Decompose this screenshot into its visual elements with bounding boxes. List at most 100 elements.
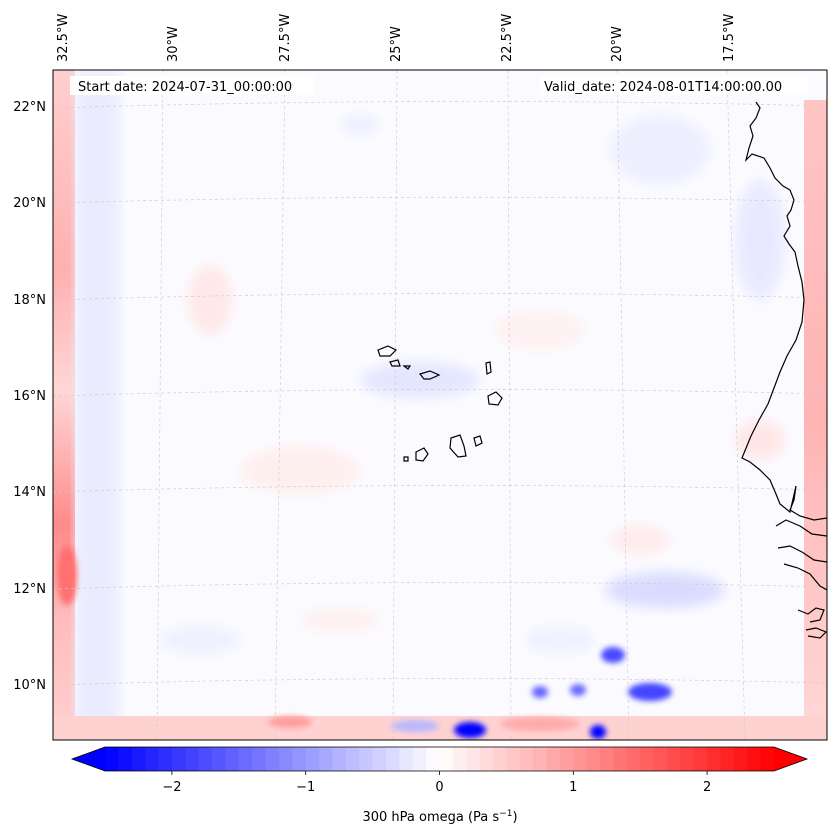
colorbar-cell bbox=[533, 747, 548, 771]
lon-label: 17.5°W bbox=[722, 14, 737, 62]
colorbar-cell bbox=[278, 747, 293, 771]
colorbar-cell bbox=[345, 747, 360, 771]
parallel-line bbox=[53, 582, 827, 590]
colorbar-label-main: 300 hPa omega (Pa s bbox=[362, 810, 499, 825]
colorbar-extend-min bbox=[72, 747, 106, 771]
colorbar-label-exponent: −1 bbox=[499, 809, 512, 819]
omega-strong-pos bbox=[57, 545, 77, 605]
graticule bbox=[53, 70, 827, 740]
colorbar-cell bbox=[265, 747, 280, 771]
lon-label: 22.5°W bbox=[500, 14, 515, 62]
colorbar-cell bbox=[693, 747, 708, 771]
omega-strong-neg bbox=[628, 683, 672, 701]
omega-neg-patch bbox=[360, 362, 480, 398]
parallel-line bbox=[53, 101, 827, 109]
colorbar-cell bbox=[747, 747, 762, 771]
parallel-line bbox=[53, 196, 827, 204]
colorbar-cell bbox=[145, 747, 160, 771]
omega-pos-patch bbox=[735, 420, 785, 460]
colorbar-cells bbox=[72, 747, 807, 771]
colorbar-cell bbox=[412, 747, 427, 771]
valid-date-box: Valid_date: 2024-08-01T14:00:00.00 bbox=[540, 76, 808, 95]
lon-label: 30°W bbox=[166, 26, 181, 62]
colorbar-cell bbox=[640, 747, 655, 771]
colorbar-ticks: −2 −1 0 1 2 bbox=[162, 771, 711, 795]
colorbar-cell bbox=[158, 747, 173, 771]
omega-left-blue-band bbox=[75, 70, 120, 740]
meridian-line bbox=[726, 70, 746, 740]
start-date-text: Start date: 2024-07-31_00:00:00 bbox=[78, 80, 292, 95]
lat-label: 16°N bbox=[13, 389, 46, 404]
lon-label: 32.5°W bbox=[56, 14, 71, 62]
colorbar-outline bbox=[70, 746, 809, 772]
colorbar-cell bbox=[506, 747, 521, 771]
longitude-labels: 32.5°W 30°W 27.5°W 25°W 22.5°W 20°W 17.5… bbox=[56, 14, 737, 62]
island-sal bbox=[485, 361, 492, 375]
colorbar-cell bbox=[600, 747, 615, 771]
omega-field bbox=[53, 70, 827, 740]
omega-pos-patch bbox=[188, 265, 232, 335]
colorbar-cell bbox=[385, 747, 400, 771]
omega-right-boundary-strip bbox=[804, 100, 827, 740]
island-boa-vista bbox=[487, 391, 503, 406]
lon-label: 27.5°W bbox=[278, 14, 293, 62]
colorbar-cell bbox=[105, 747, 119, 771]
lat-label: 10°N bbox=[13, 678, 46, 693]
colorbar-cell bbox=[198, 747, 213, 771]
colorbar-cell bbox=[292, 747, 307, 771]
colorbar-tick-label: 0 bbox=[435, 780, 443, 795]
colorbar-cell bbox=[225, 747, 240, 771]
latitude-labels: 22°N 20°N 18°N 16°N 14°N 12°N 10°N bbox=[13, 100, 46, 693]
colorbar-tick-label: 2 bbox=[703, 780, 711, 795]
lat-label: 20°N bbox=[13, 196, 46, 211]
omega-strong-pos bbox=[500, 717, 580, 731]
colorbar-cell bbox=[212, 747, 227, 771]
meridian-line bbox=[616, 70, 630, 740]
colorbar-label-close: ) bbox=[512, 810, 517, 825]
coastlines bbox=[377, 101, 827, 639]
island-santa-luzia bbox=[402, 365, 412, 370]
island-santo-antao bbox=[377, 345, 398, 357]
colorbar-cell bbox=[332, 747, 347, 771]
colorbar-tick-label: −1 bbox=[296, 780, 315, 795]
omega-neg-patch bbox=[525, 626, 595, 654]
island-sao-nicolau bbox=[418, 370, 441, 380]
start-date-box: Start date: 2024-07-31_00:00:00 bbox=[70, 76, 314, 95]
omega-neg-patch bbox=[340, 115, 380, 135]
omega-strong-neg bbox=[391, 720, 439, 732]
colorbar-cell bbox=[720, 747, 735, 771]
omega-bottom-boundary-strip bbox=[53, 716, 827, 740]
meridian-line bbox=[507, 70, 512, 740]
colorbar-cell bbox=[466, 747, 481, 771]
parallel-line bbox=[53, 293, 827, 301]
colorbar-cell bbox=[680, 747, 695, 771]
map-area[interactable]: Start date: 2024-07-31_00:00:00 Valid_da… bbox=[53, 70, 827, 740]
parallel-line bbox=[53, 389, 827, 397]
lon-label: 25°W bbox=[389, 26, 404, 62]
colorbar-cell bbox=[439, 747, 454, 771]
omega-neg-patch bbox=[605, 572, 725, 608]
colorbar-cell bbox=[319, 747, 334, 771]
island-maio bbox=[473, 435, 483, 447]
colorbar-cell bbox=[185, 747, 200, 771]
colorbar-cell bbox=[519, 747, 534, 771]
colorbar-cell bbox=[493, 747, 507, 771]
colorbar-cell bbox=[613, 747, 628, 771]
colorbar-cell bbox=[305, 747, 320, 771]
colorbar-cell bbox=[252, 747, 267, 771]
colorbar-cell bbox=[573, 747, 588, 771]
parallel-line bbox=[53, 485, 827, 493]
colorbar-cell bbox=[479, 747, 494, 771]
lat-label: 18°N bbox=[13, 293, 46, 308]
island-sao-vicente bbox=[389, 359, 401, 367]
colorbar-tick-label: 1 bbox=[569, 780, 577, 795]
colorbar-cell bbox=[131, 747, 146, 771]
lon-label: 20°W bbox=[610, 26, 625, 62]
colorbar-label: 300 hPa omega (Pa s−1) bbox=[362, 809, 517, 825]
colorbar-cell bbox=[626, 747, 641, 771]
colorbar-cell bbox=[653, 747, 668, 771]
omega-neg-patch bbox=[735, 180, 785, 300]
colorbar-tick-label: −2 bbox=[162, 780, 181, 795]
omega-strong-neg bbox=[532, 686, 548, 698]
meridian-line bbox=[392, 70, 398, 740]
